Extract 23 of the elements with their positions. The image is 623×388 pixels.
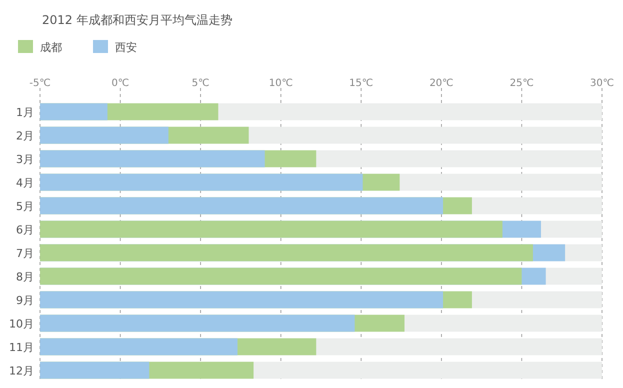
x-tick-label: 5℃: [192, 78, 210, 89]
y-tick-label: 7月: [16, 246, 34, 260]
x-tick-label: 0℃: [111, 78, 130, 89]
x-tick-label: 20℃: [429, 78, 454, 89]
y-tick-label: 4月: [16, 176, 34, 190]
y-tick-label: 3月: [16, 152, 34, 166]
x-tick-label: 15℃: [349, 78, 374, 89]
y-tick-label: 11月: [9, 340, 34, 354]
x-tick-label: 10℃: [268, 78, 293, 89]
y-tick-label: 5月: [16, 200, 34, 213]
y-tick-label: 12月: [9, 364, 34, 378]
y-tick-label: 1月: [16, 106, 34, 119]
y-tick-label: 9月: [16, 294, 34, 307]
y-tick-label: 2月: [16, 129, 34, 142]
x-tick-label: 25℃: [510, 78, 534, 89]
chart-title: 2012 年成都和西安月平均气温走势: [42, 13, 232, 27]
y-tick-label: 10月: [9, 317, 34, 330]
x-tick-label: 30℃: [590, 78, 614, 89]
y-tick-label: 8月: [16, 270, 34, 284]
legend-label: 成都: [40, 41, 62, 54]
y-tick-label: 6月: [16, 223, 34, 236]
legend-label: 西安: [115, 41, 137, 54]
x-tick-label: -5℃: [29, 78, 51, 89]
